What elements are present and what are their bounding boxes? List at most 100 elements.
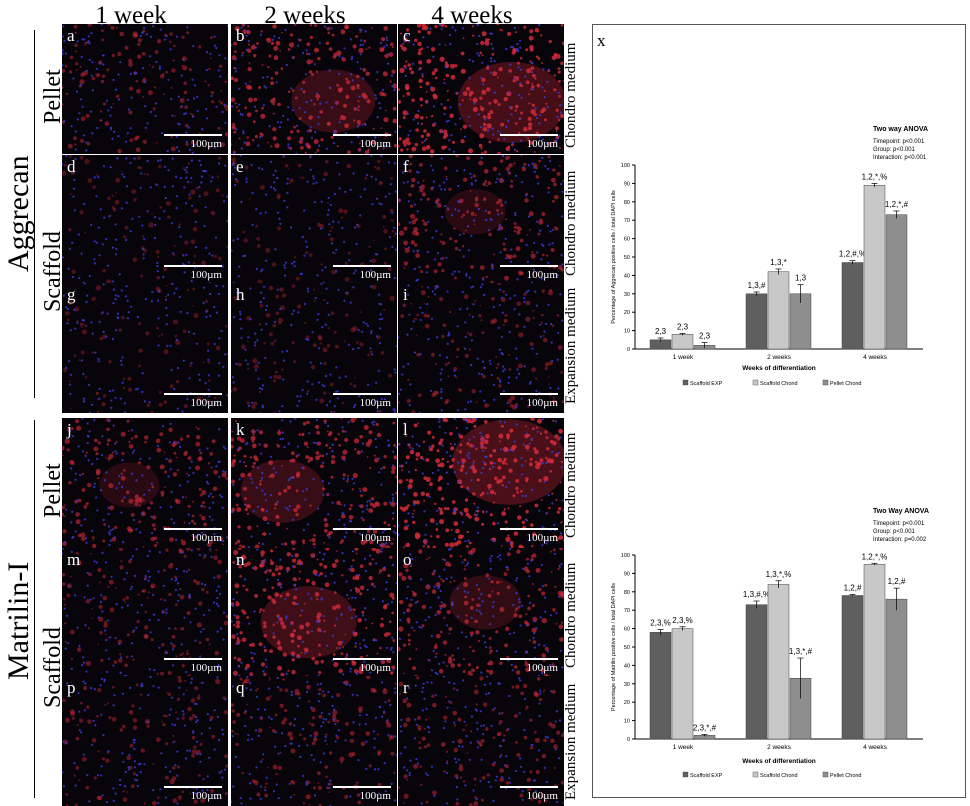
bar-significance-label: 2,3: [677, 322, 689, 331]
y-tick-label: 90: [624, 181, 630, 187]
legend-swatch: [753, 380, 758, 385]
scale-bar-label: 100µm: [191, 397, 222, 409]
bar-scaffold-exp: [842, 595, 863, 739]
bar-significance-label: 1,3,#,%: [743, 590, 770, 599]
bar-significance-label: 1,3: [795, 274, 807, 283]
panel-letter: j: [67, 420, 72, 440]
bar-significance-label: 1,2,*,%: [862, 172, 888, 181]
scale-bar-label: 100µm: [191, 269, 222, 281]
scale-bar-line: [500, 393, 558, 395]
panel-letter: g: [67, 285, 76, 305]
panel-letter: n: [236, 550, 245, 570]
scale-bar-line: [500, 786, 558, 788]
y-tick-label: 80: [624, 200, 630, 206]
x-tick-label: 2 weeks: [767, 744, 792, 751]
scale-bar-label: 100µm: [527, 269, 558, 281]
scale-bar-line: [333, 786, 391, 788]
legend-entry: Scaffold Chond: [760, 773, 798, 779]
y-tick-label: 60: [624, 627, 630, 633]
bar-scaffold-chond: [864, 564, 885, 739]
scale-bar-label: 100µm: [527, 532, 558, 544]
scale-bar-line: [164, 393, 222, 395]
bar-scaffold-chond: [672, 334, 693, 349]
medium-label-row-1: Chondro medium: [563, 43, 580, 148]
y-tick-label: 20: [624, 700, 630, 706]
micrograph-panel-a: a 100µm: [62, 24, 228, 154]
scale-bar-label: 100µm: [360, 532, 391, 544]
bar-scaffold-chond: [864, 185, 885, 349]
scale-bar-line: [333, 393, 391, 395]
legend-entry: Scaffold EXP: [690, 381, 723, 387]
scale-bar-label: 100µm: [191, 138, 222, 150]
anova-line: Timepoint: p<0.001: [873, 139, 925, 145]
scale-bar-line: [164, 134, 222, 136]
micrograph-panel-k: k 100µm: [231, 418, 397, 548]
y-tick-label: 70: [624, 218, 630, 224]
y-tick-label: 40: [624, 273, 630, 279]
legend-entry: Scaffold Chond: [760, 381, 798, 387]
scale-bar-line: [333, 265, 391, 267]
y-tick-label: 90: [624, 571, 630, 577]
scale-bar-label: 100µm: [360, 269, 391, 281]
anova-line: Interaction: p<0.001: [873, 155, 927, 161]
scale-bar-label: 100µm: [527, 662, 558, 674]
scale-bar-line: [333, 134, 391, 136]
scale-bar-line: [500, 528, 558, 530]
scale-bar-line: [333, 658, 391, 660]
x-tick-label: 2 weeks: [767, 354, 792, 361]
medium-label-row-5: Chondro medium: [563, 563, 580, 668]
panel-letter: a: [67, 26, 75, 46]
anova-line: Interaction: p=0.002: [873, 537, 927, 543]
panel-letter: p: [67, 678, 76, 698]
bar-scaffold-exp: [842, 263, 863, 349]
y-tick-label: 10: [624, 719, 630, 725]
legend-swatch: [823, 380, 828, 385]
section-label-aggrecan: Aggrecan: [2, 155, 36, 272]
panel-letter: e: [236, 157, 244, 177]
legend-swatch: [683, 380, 688, 385]
legend-entry: Scaffold EXP: [690, 773, 723, 779]
micrograph-panel-g: g 100µm: [62, 283, 228, 413]
y-axis-label: Percentage of Matrilin positive cells / …: [611, 583, 617, 711]
y-tick-label: 70: [624, 608, 630, 614]
y-tick-label: 50: [624, 645, 630, 651]
bar-pellet-chond: [886, 215, 907, 349]
panel-letter: o: [403, 550, 412, 570]
bar-significance-label: 1,2,*,#: [885, 200, 909, 209]
micrograph-panel-o: o 100µm: [398, 548, 564, 678]
scale-bar-line: [500, 265, 558, 267]
panel-letter: b: [236, 26, 245, 46]
scale-bar-line: [164, 658, 222, 660]
scale-bar-label: 100µm: [191, 662, 222, 674]
panel-letter: m: [67, 550, 80, 570]
bar-scaffold-chond: [768, 272, 789, 349]
anova-line: Group: p<0.001: [873, 529, 916, 535]
scale-bar-label: 100µm: [527, 138, 558, 150]
scale-bar-label: 100µm: [360, 138, 391, 150]
panel-letter: h: [236, 285, 245, 305]
bar-scaffold-exp: [746, 294, 767, 349]
anova-title: Two way ANOVA: [873, 126, 928, 133]
scale-bar-line: [500, 134, 558, 136]
x-tick-label: 4 weeks: [863, 354, 888, 361]
panel-letter: k: [236, 420, 245, 440]
micrograph-panel-b: b 100µm: [231, 24, 397, 154]
bar-scaffold-chond: [672, 629, 693, 739]
bar-significance-label: 2,3,*,#: [693, 723, 717, 732]
y-tick-label: 100: [621, 553, 630, 559]
bar-significance-label: 1,2,#: [888, 577, 906, 586]
y-tick-label: 10: [624, 329, 630, 335]
micrograph-panel-e: e 100µm: [231, 155, 397, 285]
scale-bar-label: 100µm: [527, 397, 558, 409]
scale-bar-label: 100µm: [191, 532, 222, 544]
scale-bar-line: [164, 786, 222, 788]
bar-significance-label: 2,3,%: [672, 616, 692, 625]
micrograph-panel-m: m 100µm: [62, 548, 228, 678]
x-tick-label: 1 week: [673, 744, 694, 751]
